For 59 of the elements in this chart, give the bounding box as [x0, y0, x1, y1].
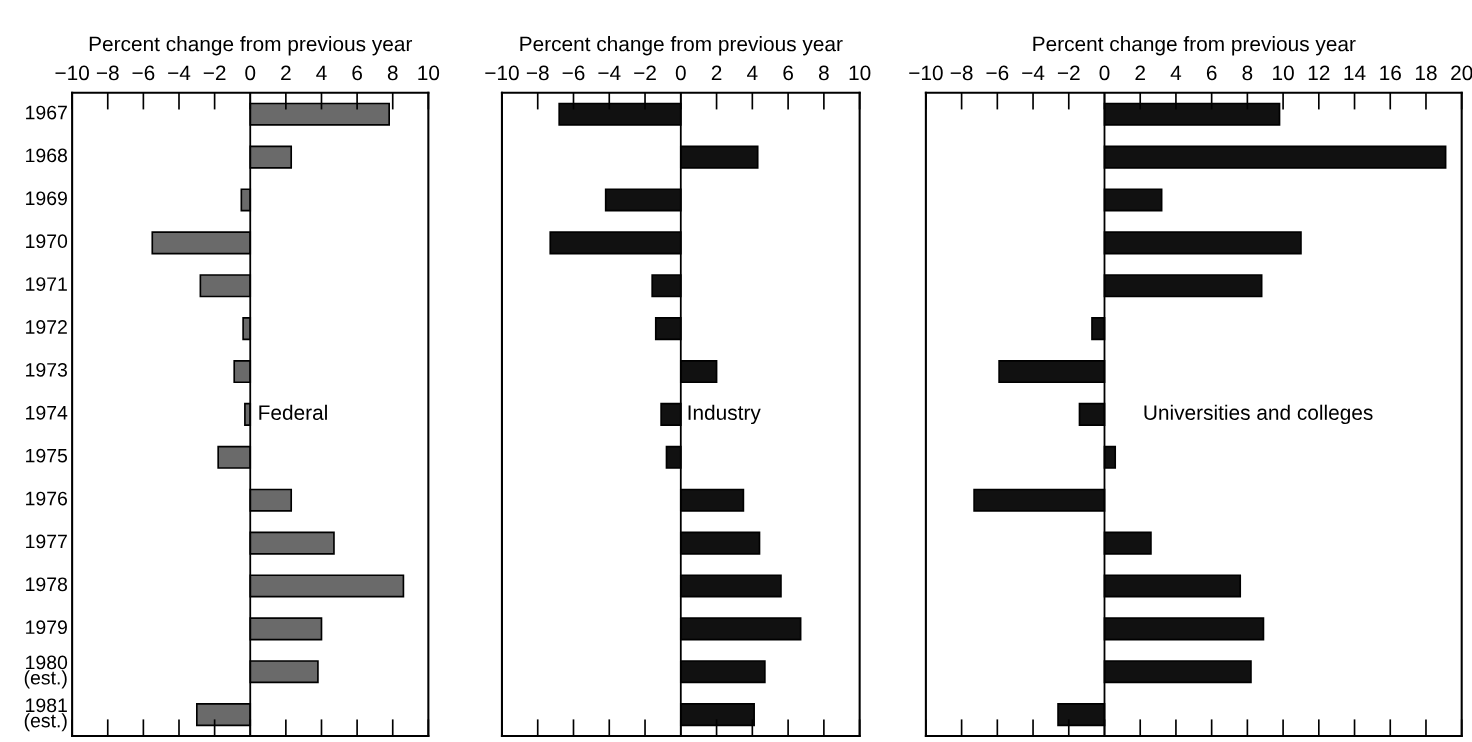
- y-tick-label: 1968: [26, 148, 68, 163]
- x-tick-label: −8: [526, 65, 549, 81]
- x-tick-label: 6: [783, 65, 793, 81]
- x-tick-label: 0: [245, 65, 256, 81]
- y-tick-label: 1971: [26, 277, 67, 291]
- annotation: Industry: [688, 404, 761, 425]
- x-tick-label: 0: [1099, 65, 1110, 81]
- x-tick-label: 2: [281, 65, 291, 81]
- x-tick-label: 20: [1451, 65, 1472, 81]
- x-tick-label: 8: [818, 65, 829, 81]
- x-axis-title: Percent change from previous year: [1033, 36, 1356, 56]
- x-axis-title: Percent change from previous year: [520, 36, 843, 56]
- x-tick-label: −6: [562, 65, 585, 81]
- annotation: Federal: [259, 404, 327, 420]
- x-tick-label: −10: [55, 65, 89, 81]
- x-tick-label: 10: [1273, 65, 1294, 81]
- x-tick-label: 4: [316, 65, 327, 81]
- y-tick-label: 1969: [26, 191, 67, 206]
- y-tick-label: 1976: [26, 491, 67, 506]
- y-tick-label: 1973: [26, 362, 67, 377]
- x-tick-label: −2: [634, 65, 656, 81]
- y-tick-label: 1977: [26, 534, 67, 549]
- x-tick-label: 14: [1344, 65, 1366, 81]
- x-tick-label: 8: [387, 65, 398, 81]
- y-tick-label: 1978: [26, 577, 68, 592]
- x-tick-label: −8: [950, 65, 973, 81]
- x-tick-label: −2: [203, 65, 226, 81]
- x-tick-label: 4: [747, 65, 758, 81]
- x-tick-label: −4: [1022, 65, 1045, 81]
- y-tick-label: 1981 (est.): [24, 698, 67, 732]
- y-tick-label: 1980 (est.): [24, 655, 68, 689]
- x-tick-label: −10: [485, 65, 519, 81]
- x-tick-label: −4: [598, 65, 621, 81]
- y-tick-label: 1979: [26, 620, 67, 635]
- x-tick-label: −8: [96, 65, 119, 81]
- x-tick-label: 12: [1308, 65, 1330, 81]
- x-tick-label: 8: [1242, 65, 1253, 81]
- x-tick-label: −6: [132, 65, 155, 81]
- x-tick-label: −6: [986, 65, 1009, 81]
- x-tick-label: 6: [1206, 65, 1217, 81]
- x-tick-label: −2: [1057, 65, 1080, 81]
- y-tick-label: 1970: [26, 234, 68, 249]
- x-tick-label: 16: [1380, 65, 1401, 81]
- x-tick-label: 0: [675, 65, 686, 81]
- x-tick-label: −4: [168, 65, 191, 81]
- x-tick-label: 10: [418, 65, 440, 81]
- x-tick-label: 4: [1170, 65, 1182, 81]
- x-tick-label: 2: [1135, 65, 1145, 81]
- y-tick-label: 1974: [26, 405, 68, 420]
- x-tick-label: 18: [1415, 65, 1437, 81]
- x-axis-title: Percent change from previous year: [89, 36, 413, 56]
- annotation: Universities and colleges: [1144, 404, 1373, 425]
- y-tick-label: 1967: [26, 105, 67, 120]
- y-tick-label: 1975: [26, 448, 68, 463]
- x-tick-label: 10: [849, 65, 871, 81]
- x-tick-label: −10: [909, 65, 943, 81]
- x-tick-label: 2: [711, 65, 722, 81]
- y-tick-label: 1972: [26, 320, 67, 334]
- x-tick-label: 6: [352, 65, 362, 81]
